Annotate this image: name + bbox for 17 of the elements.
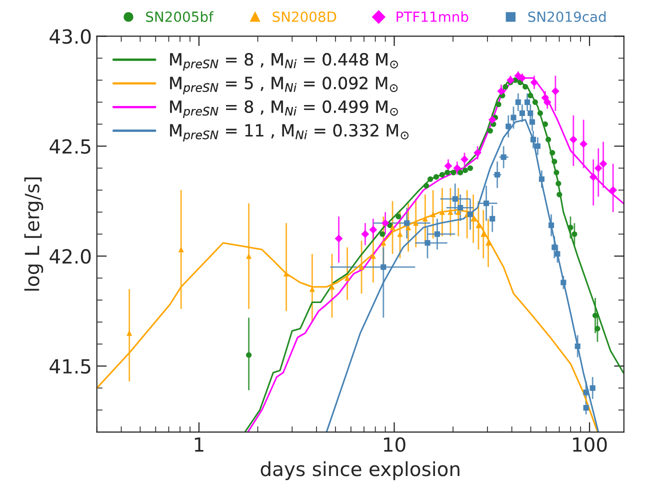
x-tick-label: 1 — [194, 437, 204, 452]
y-axis-title: log L [erg/s] — [24, 177, 44, 291]
x-axis-title: days since explosion — [260, 461, 460, 480]
legend-label: M$_{preSN}$ = 8 , M$_{Ni}$ = 0.448 M$_{⊙}$ — [170, 53, 398, 71]
legend-label: M$_{preSN}$ = 8 , M$_{Ni}$ = 0.499 M$_{⊙}$ — [170, 100, 398, 118]
legend-label: PTF11mnb — [396, 11, 468, 22]
y-tick-label: 43.0 — [50, 29, 91, 44]
legend-label: SN2019cad — [528, 11, 606, 22]
legend-label: M$_{preSN}$ = 5 , M$_{Ni}$ = 0.092 M$_{⊙}$ — [170, 76, 398, 94]
x-tick-label: 100 — [573, 437, 607, 452]
legend-label: SN2005bf — [146, 11, 214, 22]
legend-label: SN2008D — [272, 12, 336, 22]
x-tick-label: 10 — [384, 437, 406, 452]
y-tick-label: 42.0 — [50, 249, 91, 264]
legend-label: M$_{preSN}$ = 11 , M$_{Ni}$ = 0.332 M$_{⊙}$ — [170, 124, 408, 142]
y-tick-label: 41.5 — [50, 359, 90, 374]
y-tick-label: 42.5 — [50, 139, 90, 154]
